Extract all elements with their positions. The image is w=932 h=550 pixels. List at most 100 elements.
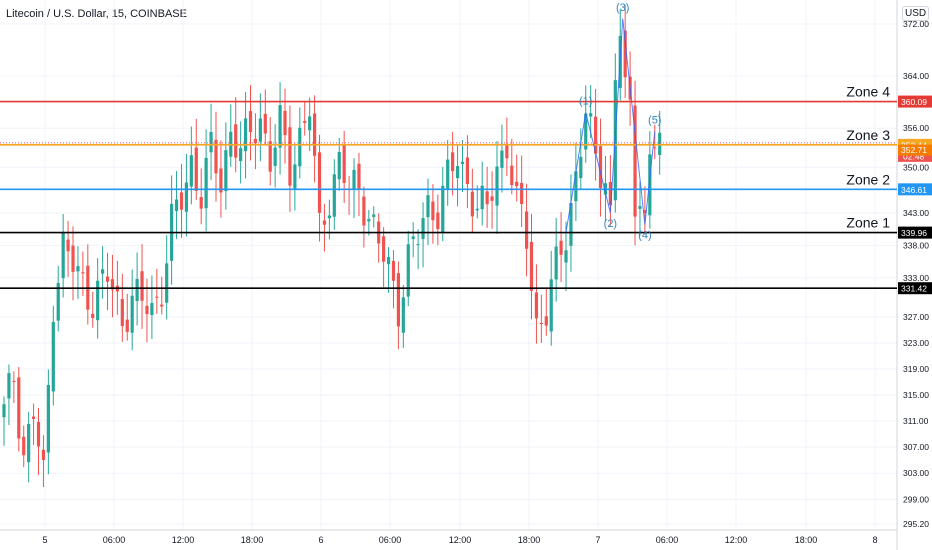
candle-body bbox=[510, 165, 514, 186]
candle-body bbox=[342, 144, 346, 183]
y-tick-label: 333.00 bbox=[903, 273, 929, 283]
candle-body bbox=[372, 214, 376, 217]
candle-body bbox=[638, 206, 642, 209]
candle-body bbox=[71, 245, 75, 272]
wave-label: (5) bbox=[648, 114, 661, 126]
candle-body bbox=[174, 199, 179, 212]
candle-body bbox=[505, 143, 509, 159]
currency-badge[interactable]: USD bbox=[902, 6, 930, 21]
candle-body bbox=[386, 257, 391, 265]
candle-body bbox=[485, 191, 489, 205]
candle-body bbox=[125, 319, 129, 332]
candle-body bbox=[312, 113, 317, 156]
candle-body bbox=[406, 244, 410, 297]
candle-body bbox=[283, 110, 287, 136]
price-tag-label: 331.42 bbox=[901, 284, 927, 294]
y-tick-label: 364.00 bbox=[903, 71, 929, 81]
candle-body bbox=[549, 279, 553, 332]
y-tick-label: 323.00 bbox=[903, 338, 929, 348]
candle-body bbox=[594, 116, 598, 154]
candle-body bbox=[17, 377, 21, 439]
candle-body bbox=[589, 113, 593, 117]
candle-body bbox=[317, 152, 322, 213]
candle-body bbox=[273, 147, 277, 166]
candle-body bbox=[204, 157, 208, 209]
candle-body bbox=[155, 296, 159, 298]
candle-body bbox=[303, 120, 307, 123]
candle-body bbox=[544, 316, 548, 326]
candle-body bbox=[194, 147, 198, 191]
candle-body bbox=[130, 295, 134, 333]
candle-body bbox=[564, 250, 568, 263]
candle-body bbox=[322, 220, 327, 225]
candle-body bbox=[367, 219, 371, 222]
x-tick-label: 6 bbox=[318, 535, 323, 545]
candle-body bbox=[515, 181, 519, 187]
candle-body bbox=[520, 182, 524, 205]
candle-body bbox=[219, 168, 223, 193]
candle-body bbox=[2, 404, 6, 418]
candle-body bbox=[623, 30, 627, 78]
price-tag-bg bbox=[898, 183, 932, 196]
x-tick-label: 06:00 bbox=[656, 535, 679, 545]
candle-body bbox=[239, 148, 243, 162]
candle-body bbox=[293, 164, 297, 191]
y-tick-label: 311.00 bbox=[903, 416, 929, 426]
candle-body bbox=[357, 163, 361, 189]
x-tick-label: 7 bbox=[595, 535, 600, 545]
candle-body bbox=[421, 218, 425, 239]
candle-body bbox=[234, 124, 238, 158]
candle-body bbox=[451, 152, 455, 172]
candle-body bbox=[465, 157, 470, 185]
candle-body bbox=[263, 113, 267, 134]
candle-body bbox=[500, 150, 504, 168]
candle-body bbox=[258, 118, 262, 142]
level-tag-label: 352.71 bbox=[901, 145, 927, 155]
candle-body bbox=[362, 196, 366, 226]
price-tag-label: 339.96 bbox=[901, 228, 927, 238]
candle-body bbox=[7, 373, 11, 399]
wave-label: (4) bbox=[638, 230, 651, 242]
candle-body bbox=[648, 154, 652, 216]
candle-body bbox=[189, 155, 193, 187]
candle-body bbox=[298, 127, 302, 167]
zone-label: Zone 2 bbox=[846, 171, 890, 187]
candle-body bbox=[248, 111, 253, 132]
y-tick-label: 315.00 bbox=[903, 390, 929, 400]
candle-body bbox=[288, 127, 292, 186]
y-tick-label: 319.00 bbox=[903, 364, 929, 374]
candle-body bbox=[584, 113, 588, 150]
candle-body bbox=[308, 116, 312, 131]
candle-body bbox=[105, 276, 110, 282]
y-tick-label: 307.00 bbox=[903, 442, 929, 452]
candle-body bbox=[214, 139, 218, 174]
y-tick-label: 343.00 bbox=[903, 208, 929, 218]
candle-body bbox=[391, 260, 396, 281]
y-tick-label: 372.00 bbox=[903, 19, 929, 29]
candle-body bbox=[81, 272, 85, 274]
candle-body bbox=[101, 269, 105, 274]
candle-body bbox=[490, 196, 494, 201]
candle-body bbox=[416, 244, 420, 246]
candle-body bbox=[470, 191, 474, 217]
candle-body bbox=[598, 146, 603, 188]
x-tick-label: 18:00 bbox=[241, 535, 264, 545]
level-tag-bg bbox=[898, 144, 932, 156]
countdown-tag-bg bbox=[898, 150, 932, 162]
wave-label: (2) bbox=[604, 218, 617, 230]
candle-body bbox=[66, 239, 70, 252]
candle-body bbox=[61, 231, 65, 279]
candle-body bbox=[559, 240, 563, 255]
candle-body bbox=[441, 185, 445, 233]
candle-body bbox=[411, 236, 415, 240]
candle-body bbox=[579, 156, 583, 179]
candle-body bbox=[480, 185, 484, 210]
zone-label: Zone 3 bbox=[846, 127, 890, 143]
candle-body bbox=[431, 201, 435, 221]
candle-body bbox=[179, 192, 184, 210]
candle-body bbox=[569, 203, 573, 246]
candle-body bbox=[140, 271, 144, 301]
candle-body bbox=[554, 246, 558, 280]
candle-body bbox=[110, 279, 115, 290]
